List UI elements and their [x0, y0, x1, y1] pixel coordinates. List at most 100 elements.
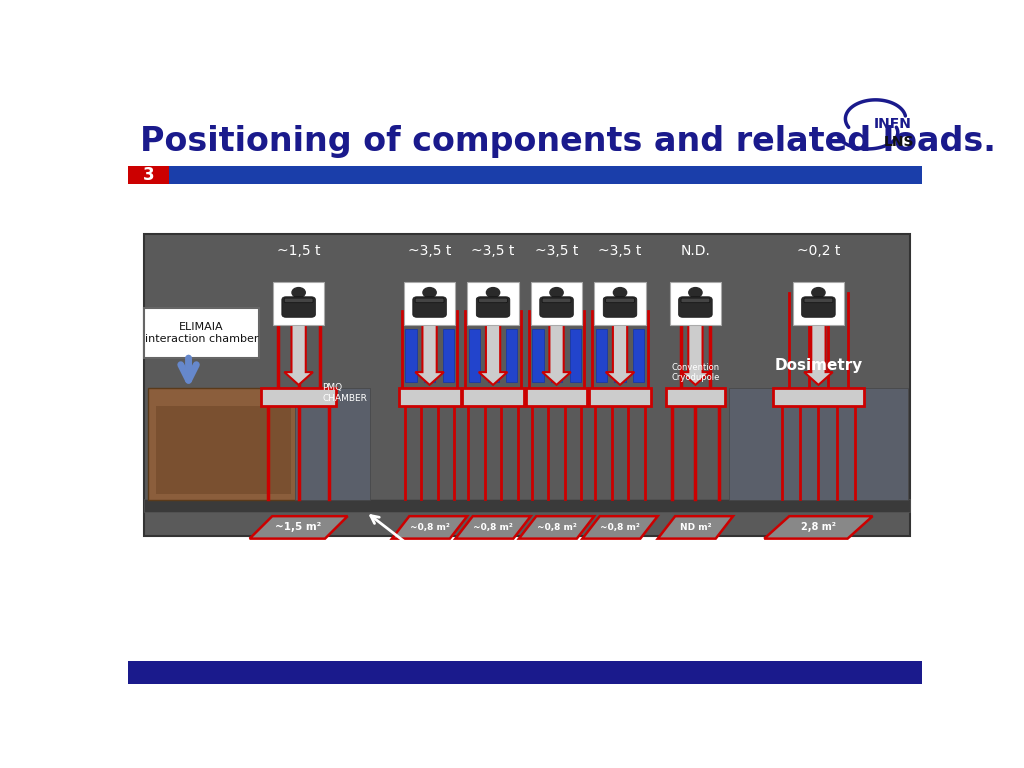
Circle shape — [550, 287, 563, 297]
FancyBboxPatch shape — [442, 329, 454, 382]
FancyBboxPatch shape — [679, 296, 713, 317]
Polygon shape — [583, 516, 657, 538]
FancyBboxPatch shape — [478, 298, 508, 303]
FancyBboxPatch shape — [569, 329, 581, 382]
Text: Positioning of components and related loads.: Positioning of components and related lo… — [140, 125, 995, 158]
Text: ~0,8 m²: ~0,8 m² — [537, 523, 577, 532]
FancyBboxPatch shape — [261, 388, 336, 406]
Text: ELIMAIA
interaction chamber: ELIMAIA interaction chamber — [144, 323, 258, 344]
Polygon shape — [285, 314, 313, 385]
Circle shape — [613, 287, 627, 297]
FancyBboxPatch shape — [143, 234, 909, 536]
FancyBboxPatch shape — [403, 282, 456, 325]
Text: Dosimetry: Dosimetry — [774, 358, 862, 373]
Polygon shape — [392, 516, 467, 538]
FancyBboxPatch shape — [530, 282, 583, 325]
Polygon shape — [456, 516, 530, 538]
Text: ~0,8 m²: ~0,8 m² — [473, 523, 513, 532]
FancyBboxPatch shape — [147, 388, 299, 500]
Text: ~1,5 t: ~1,5 t — [276, 243, 321, 258]
Polygon shape — [684, 298, 707, 304]
Text: ~3,5 t: ~3,5 t — [598, 243, 642, 258]
FancyBboxPatch shape — [793, 282, 844, 325]
FancyBboxPatch shape — [596, 329, 607, 382]
Polygon shape — [657, 516, 733, 538]
Polygon shape — [481, 298, 505, 304]
Polygon shape — [416, 314, 443, 385]
Circle shape — [292, 287, 305, 297]
Text: ~1,5 m²: ~1,5 m² — [275, 522, 322, 532]
Polygon shape — [764, 516, 872, 538]
FancyBboxPatch shape — [633, 329, 644, 382]
Polygon shape — [807, 298, 829, 304]
Text: INFN: INFN — [873, 117, 911, 131]
FancyBboxPatch shape — [424, 329, 435, 382]
Text: 3: 3 — [142, 166, 155, 184]
Polygon shape — [608, 298, 632, 304]
FancyBboxPatch shape — [594, 282, 646, 325]
Circle shape — [486, 287, 500, 297]
Polygon shape — [479, 314, 507, 385]
Circle shape — [812, 287, 825, 297]
Polygon shape — [681, 314, 710, 385]
Text: ~3,5 t: ~3,5 t — [535, 243, 579, 258]
Polygon shape — [287, 298, 310, 304]
FancyBboxPatch shape — [532, 329, 544, 382]
FancyBboxPatch shape — [128, 166, 169, 184]
Polygon shape — [543, 314, 570, 385]
FancyBboxPatch shape — [156, 406, 291, 495]
Text: N.D.: N.D. — [681, 243, 711, 258]
FancyBboxPatch shape — [406, 329, 417, 382]
FancyBboxPatch shape — [467, 282, 519, 325]
Polygon shape — [545, 298, 568, 304]
FancyBboxPatch shape — [415, 298, 444, 303]
FancyBboxPatch shape — [540, 296, 573, 317]
FancyBboxPatch shape — [285, 298, 313, 303]
Text: ~0,8 m²: ~0,8 m² — [600, 523, 640, 532]
FancyBboxPatch shape — [295, 388, 370, 500]
FancyBboxPatch shape — [487, 329, 499, 382]
Text: ~3,5 t: ~3,5 t — [408, 243, 452, 258]
FancyBboxPatch shape — [272, 282, 325, 325]
Text: ~3,5 t: ~3,5 t — [471, 243, 515, 258]
FancyBboxPatch shape — [773, 388, 864, 406]
Polygon shape — [606, 314, 634, 385]
FancyBboxPatch shape — [802, 296, 836, 317]
FancyBboxPatch shape — [413, 296, 446, 317]
FancyBboxPatch shape — [143, 499, 909, 512]
Text: Convention
Cryodupole: Convention Cryodupole — [672, 362, 720, 382]
FancyBboxPatch shape — [398, 388, 461, 406]
Text: ~0,8 m²: ~0,8 m² — [410, 523, 450, 532]
FancyBboxPatch shape — [282, 296, 315, 317]
FancyBboxPatch shape — [525, 388, 588, 406]
FancyBboxPatch shape — [128, 661, 922, 684]
Text: PMQ
CHAMBER: PMQ CHAMBER — [323, 383, 368, 402]
Text: ND m²: ND m² — [680, 523, 712, 532]
FancyBboxPatch shape — [542, 298, 571, 303]
Polygon shape — [519, 516, 594, 538]
Polygon shape — [418, 298, 441, 304]
FancyBboxPatch shape — [551, 329, 562, 382]
FancyBboxPatch shape — [128, 166, 922, 184]
FancyBboxPatch shape — [462, 388, 524, 406]
FancyBboxPatch shape — [804, 298, 833, 303]
FancyBboxPatch shape — [469, 329, 480, 382]
Circle shape — [423, 287, 436, 297]
Text: ~0,2 t: ~0,2 t — [797, 243, 840, 258]
Text: 2,8 m²: 2,8 m² — [801, 522, 836, 532]
FancyBboxPatch shape — [729, 388, 907, 500]
FancyBboxPatch shape — [143, 308, 259, 358]
FancyBboxPatch shape — [605, 298, 635, 303]
FancyBboxPatch shape — [670, 282, 721, 325]
FancyBboxPatch shape — [506, 329, 517, 382]
Text: LNS: LNS — [884, 134, 914, 149]
FancyBboxPatch shape — [614, 329, 626, 382]
Text: Service channel: Service channel — [418, 551, 529, 564]
Circle shape — [689, 287, 702, 297]
FancyBboxPatch shape — [681, 298, 710, 303]
Polygon shape — [250, 516, 347, 538]
FancyBboxPatch shape — [666, 388, 725, 406]
FancyBboxPatch shape — [603, 296, 637, 317]
FancyBboxPatch shape — [589, 388, 651, 406]
Polygon shape — [804, 314, 833, 385]
